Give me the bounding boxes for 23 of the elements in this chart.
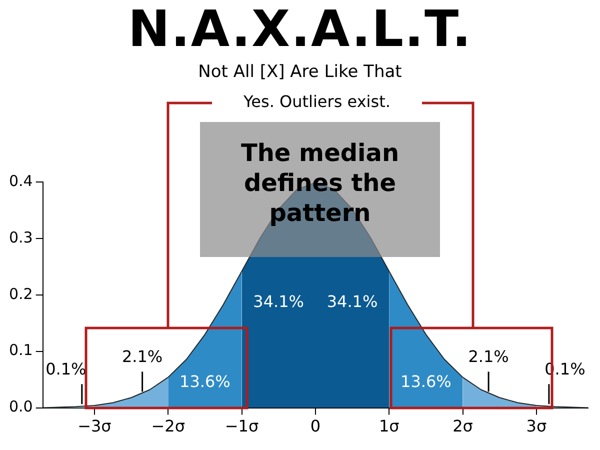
y-tick-label: 0.4 <box>8 172 33 190</box>
x-tick-label: 0 <box>310 416 321 436</box>
annotation: 2.1% <box>468 346 509 366</box>
y-tick-label: 0.3 <box>8 228 33 246</box>
annotation: 34.1% <box>326 292 378 311</box>
y-tick-label: 0.0 <box>8 398 33 416</box>
annotation: 13.6% <box>180 372 230 391</box>
x-tick-label: −2σ <box>151 416 185 436</box>
annotation: 2.1% <box>122 346 163 366</box>
x-tick-label: 3σ <box>526 416 547 436</box>
y-tick-label: 0.1 <box>8 341 33 360</box>
x-tick-label: 1σ <box>378 416 400 436</box>
chart-title: N.A.X.A.L.T. <box>127 0 473 58</box>
x-tick-label: −1σ <box>224 416 259 436</box>
annotation: The median defines the pattern <box>240 138 400 228</box>
x-tick-label: −3σ <box>78 416 112 436</box>
annotation: 0.1% <box>46 359 86 378</box>
y-tick-label: 0.2 <box>8 284 33 303</box>
annotation: 34.1% <box>253 292 304 311</box>
x-tick-label: 2σ <box>452 416 473 436</box>
annotation: 13.6% <box>400 372 452 391</box>
text: Yes. Outliers exist. <box>212 92 422 111</box>
chart-subtitle: Not All [X] Are Like That <box>197 62 403 82</box>
